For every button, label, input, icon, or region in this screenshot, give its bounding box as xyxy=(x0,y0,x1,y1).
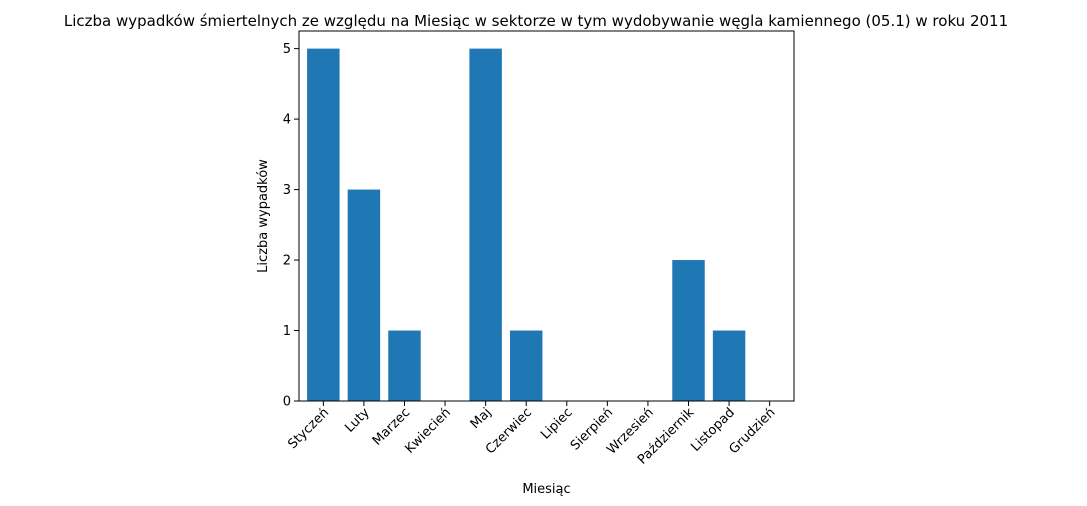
bar-5 xyxy=(509,330,543,401)
y-axis-ticks: 0 1 2 3 4 5 xyxy=(283,42,299,410)
y-axis-label: Liczba wypadków xyxy=(256,159,271,273)
bar-4 xyxy=(469,48,502,401)
bar-2 xyxy=(388,330,421,401)
bar-1 xyxy=(347,189,381,401)
x-tick-label: Maj xyxy=(468,405,495,432)
bars-group xyxy=(307,48,746,401)
y-tick-label: 2 xyxy=(283,254,291,269)
x-tick-label: Styczeń xyxy=(285,405,332,452)
y-tick-label: 4 xyxy=(283,113,291,128)
y-tick-label: 1 xyxy=(283,324,291,339)
y-tick-label: 5 xyxy=(283,42,291,57)
x-tick-label: Lipiec xyxy=(538,405,575,442)
axes-frame xyxy=(298,30,795,402)
bar-9 xyxy=(672,260,705,401)
bar-0 xyxy=(307,48,340,401)
x-tick-label: Luty xyxy=(342,405,373,436)
bar-10 xyxy=(712,330,746,401)
y-tick-label: 0 xyxy=(283,395,291,410)
chart-title: Liczba wypadków śmiertelnych ze względu … xyxy=(64,12,1008,30)
y-tick-label: 3 xyxy=(283,183,291,198)
x-axis-label: Miesiąc xyxy=(522,482,570,497)
